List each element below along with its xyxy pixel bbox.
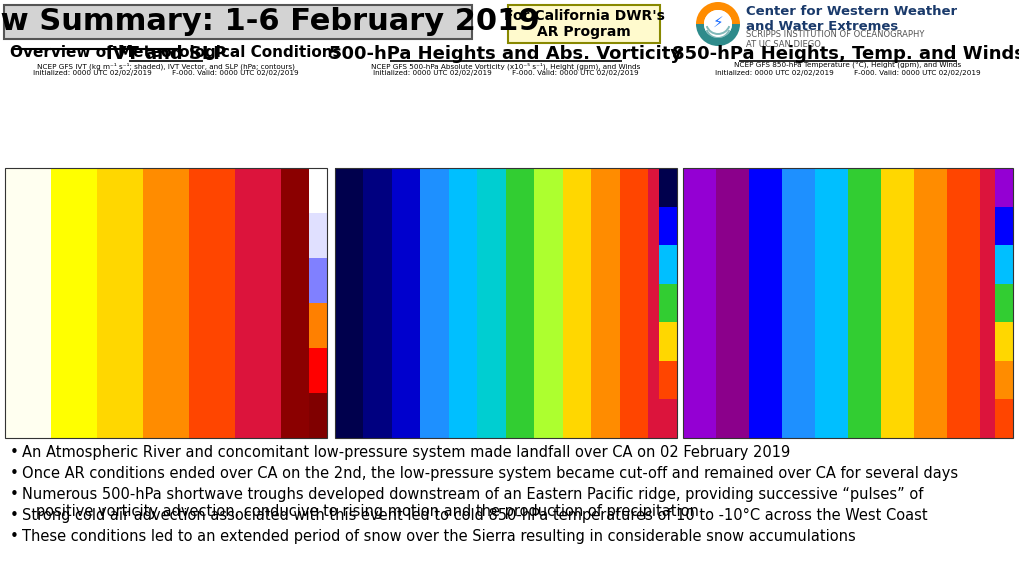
Bar bbox=[591, 168, 620, 438]
Circle shape bbox=[703, 10, 732, 38]
Text: 850-hPa Heights, Temp. and Winds: 850-hPa Heights, Temp. and Winds bbox=[671, 45, 1019, 63]
Text: NCEP GFS 850-hPa Temperature (°C), Height (gpm), and Winds
Initialized: 0000 UTC: NCEP GFS 850-hPa Temperature (°C), Heigh… bbox=[714, 62, 980, 76]
Bar bbox=[880, 168, 913, 438]
Bar bbox=[847, 168, 880, 438]
Bar bbox=[683, 168, 715, 438]
Text: ⚡: ⚡ bbox=[712, 14, 722, 29]
Text: NCEP GFS IVT (kg m⁻¹ s⁻¹; shaded), IVT Vector, and SLP (hPa; contours)
Initializ: NCEP GFS IVT (kg m⁻¹ s⁻¹; shaded), IVT V… bbox=[34, 62, 299, 77]
Text: For California DWR's
AR Program: For California DWR's AR Program bbox=[503, 9, 663, 39]
Bar bbox=[97, 168, 143, 438]
Bar bbox=[309, 348, 327, 393]
Bar bbox=[309, 213, 327, 258]
Bar bbox=[994, 399, 1012, 438]
Bar bbox=[946, 168, 979, 438]
Wedge shape bbox=[695, 24, 739, 46]
Bar bbox=[658, 322, 677, 361]
Text: Once AR conditions ended over CA on the 2nd, the low-pressure system became cut-: Once AR conditions ended over CA on the … bbox=[22, 466, 957, 481]
Bar bbox=[715, 168, 748, 438]
Text: 500-hPa Heights and Abs. Vorticity: 500-hPa Heights and Abs. Vorticity bbox=[329, 45, 682, 63]
Bar bbox=[309, 303, 327, 348]
Bar bbox=[334, 168, 677, 438]
Bar bbox=[5, 168, 327, 438]
Wedge shape bbox=[705, 30, 730, 39]
Bar bbox=[363, 168, 391, 438]
Bar bbox=[648, 168, 677, 438]
Bar bbox=[994, 207, 1012, 245]
Text: An Atmospheric River and concomitant low-pressure system made landfall over CA o: An Atmospheric River and concomitant low… bbox=[22, 445, 790, 460]
Bar bbox=[683, 168, 1012, 438]
Bar bbox=[234, 168, 280, 438]
Bar bbox=[658, 207, 677, 245]
Text: These conditions led to an extended period of snow over the Sierra resulting in : These conditions led to an extended peri… bbox=[22, 529, 855, 544]
Text: •: • bbox=[10, 466, 19, 481]
Bar bbox=[505, 168, 534, 438]
Bar bbox=[748, 168, 782, 438]
Bar bbox=[51, 168, 97, 438]
Bar bbox=[334, 168, 363, 438]
FancyBboxPatch shape bbox=[4, 5, 472, 39]
Text: SCRIPPS INSTITUTION OF OCEANOGRAPHY
AT UC SAN DIEGO: SCRIPPS INSTITUTION OF OCEANOGRAPHY AT U… bbox=[745, 30, 923, 49]
Bar bbox=[309, 393, 327, 438]
Bar bbox=[658, 168, 677, 207]
Bar bbox=[658, 399, 677, 438]
Text: Strong cold air advection associated with this event led to cold 850-hPa tempera: Strong cold air advection associated wit… bbox=[22, 508, 926, 523]
Bar bbox=[994, 168, 1012, 207]
Text: •: • bbox=[10, 529, 19, 544]
Text: •: • bbox=[10, 508, 19, 523]
Text: Center for Western Weather
and Water Extremes: Center for Western Weather and Water Ext… bbox=[745, 5, 956, 33]
Bar bbox=[994, 245, 1012, 284]
Text: •: • bbox=[10, 487, 19, 502]
Bar bbox=[620, 168, 648, 438]
Bar bbox=[534, 168, 562, 438]
Bar bbox=[420, 168, 448, 438]
Wedge shape bbox=[705, 34, 730, 43]
Text: Numerous 500-hPa shortwave troughs developed downstream of an Eastern Pacific ri: Numerous 500-hPa shortwave troughs devel… bbox=[22, 487, 922, 519]
Text: NCEP GFS 500-hPa Absolute Vorticity (x10⁻⁵ s⁻¹), Height (gpm), and Winds
Initial: NCEP GFS 500-hPa Absolute Vorticity (x10… bbox=[371, 62, 640, 77]
Wedge shape bbox=[705, 26, 730, 35]
Bar bbox=[658, 245, 677, 284]
Text: •: • bbox=[10, 445, 19, 460]
Text: Snow Summary: 1-6 February 2019: Snow Summary: 1-6 February 2019 bbox=[0, 7, 539, 37]
Bar bbox=[309, 258, 327, 303]
Bar bbox=[391, 168, 420, 438]
Bar bbox=[658, 361, 677, 399]
Bar bbox=[814, 168, 847, 438]
Bar bbox=[477, 168, 505, 438]
Bar bbox=[994, 322, 1012, 361]
Bar bbox=[448, 168, 477, 438]
Bar bbox=[994, 284, 1012, 322]
Bar bbox=[994, 361, 1012, 399]
Bar bbox=[562, 168, 591, 438]
Bar bbox=[658, 284, 677, 322]
Bar bbox=[143, 168, 189, 438]
Text: Overview of Meteorological Conditions: Overview of Meteorological Conditions bbox=[10, 45, 341, 60]
Bar bbox=[309, 168, 327, 213]
Bar bbox=[913, 168, 946, 438]
Bar bbox=[782, 168, 814, 438]
Bar bbox=[979, 168, 1012, 438]
Bar bbox=[280, 168, 327, 438]
Wedge shape bbox=[695, 2, 739, 24]
Bar bbox=[189, 168, 234, 438]
Text: IVT and SLP: IVT and SLP bbox=[106, 45, 226, 63]
FancyBboxPatch shape bbox=[507, 5, 659, 43]
Bar bbox=[5, 168, 51, 438]
